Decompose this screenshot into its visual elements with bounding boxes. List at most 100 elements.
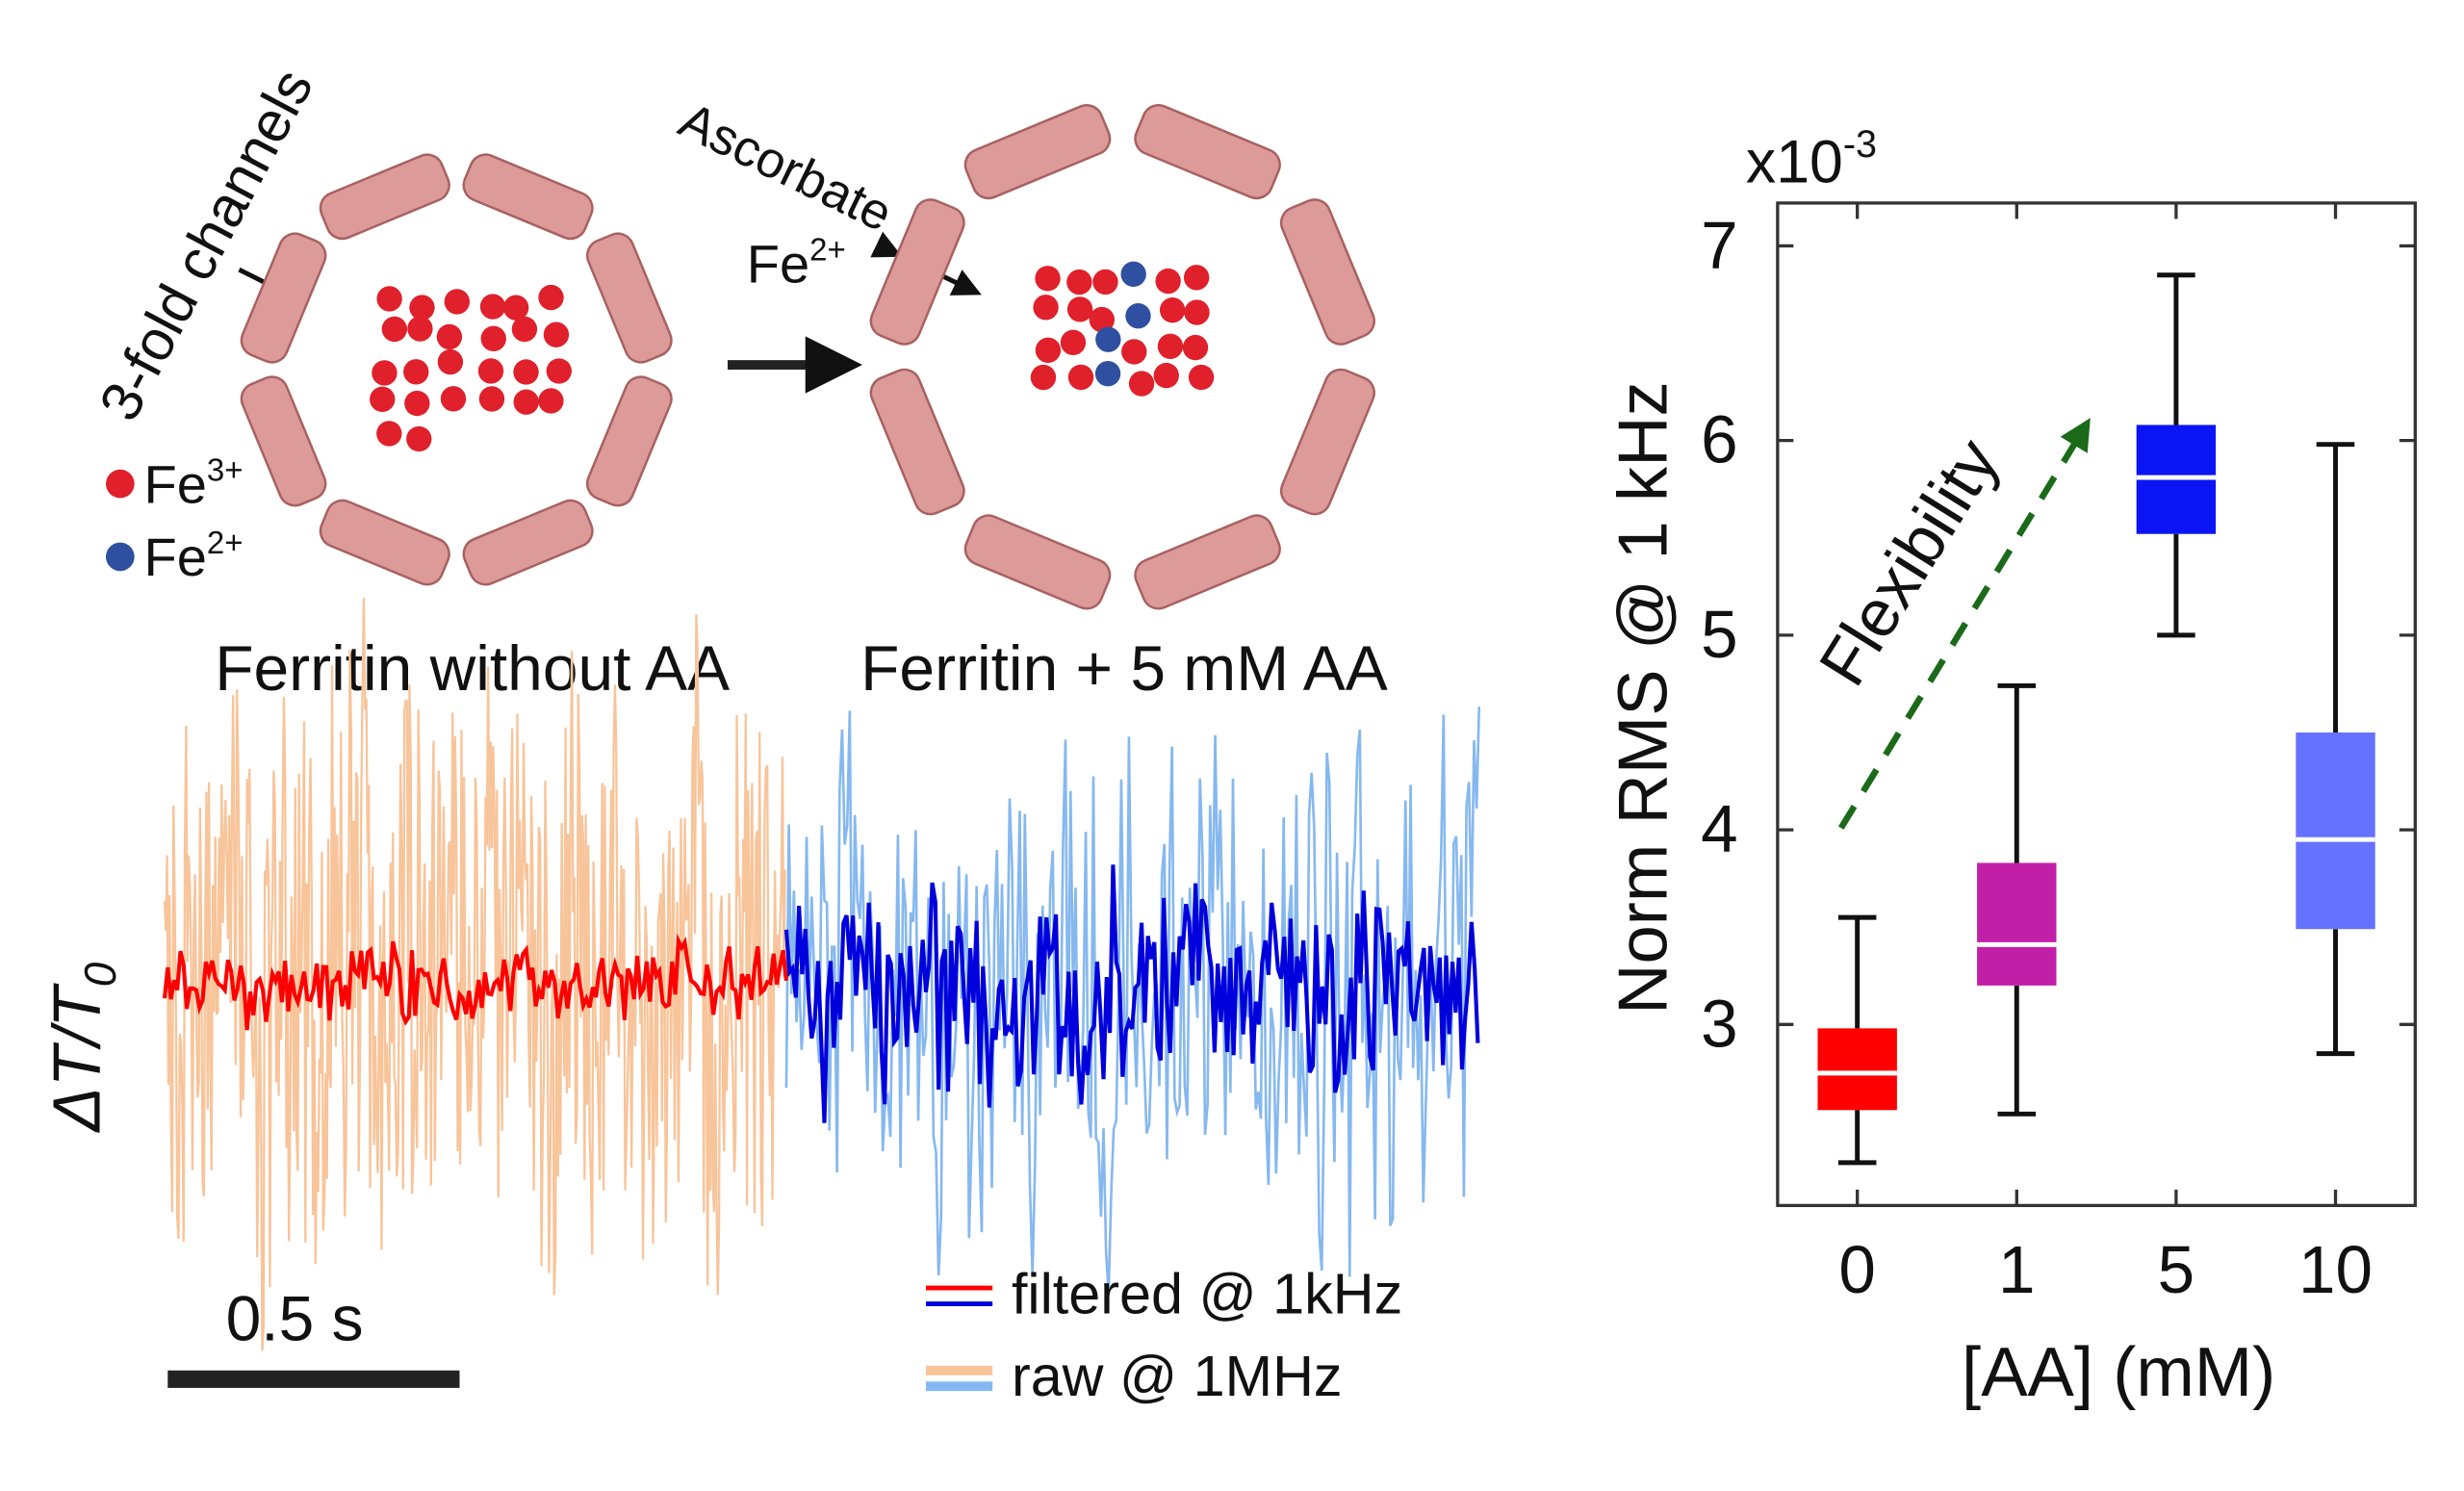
multiplier-base: x10 <box>1746 129 1843 196</box>
ion-base: Fe <box>747 233 809 294</box>
ion <box>1155 268 1181 295</box>
ion <box>1125 303 1151 329</box>
ion <box>477 358 504 384</box>
ion <box>370 386 396 412</box>
legend-marker <box>106 469 135 499</box>
trace-line <box>163 598 786 1351</box>
ion <box>478 386 505 412</box>
ion <box>1157 333 1184 359</box>
protein-subunit <box>240 375 327 507</box>
legend-label: raw @ 1MHz <box>1012 1344 1343 1408</box>
ion <box>1183 265 1210 291</box>
annotation-arrow <box>1837 418 2091 830</box>
trace-line <box>784 707 1481 1293</box>
ion <box>1188 364 1215 391</box>
ion <box>543 321 570 347</box>
plot-frame <box>1776 201 2417 1208</box>
ion <box>1128 371 1155 397</box>
protein-subunit <box>1134 514 1281 610</box>
y-tick-label: 7 <box>1701 207 1737 282</box>
x-tick-label: 1 <box>1998 1232 2036 1307</box>
ion <box>513 389 539 415</box>
axis-multiplier: x10-3 <box>1746 123 1877 195</box>
ion-charge: 2+ <box>809 231 846 267</box>
ion <box>403 359 429 385</box>
ion <box>1095 326 1121 352</box>
protein-subunit <box>585 232 673 364</box>
ion <box>409 295 435 321</box>
ion <box>376 421 402 447</box>
ion <box>1089 306 1116 333</box>
ion <box>1121 339 1147 365</box>
ion <box>1067 364 1094 391</box>
x-tick-label: 10 <box>2298 1232 2373 1307</box>
y-tick-label: 3 <box>1701 986 1737 1061</box>
ion <box>372 360 398 386</box>
trace-ylabel: ΔT/T0 <box>38 962 124 1133</box>
legend-label: Fe3+ <box>144 451 244 514</box>
ion <box>437 348 464 375</box>
ion <box>1120 261 1146 288</box>
y-tick-label: 6 <box>1701 402 1737 477</box>
protein-subunit <box>319 153 450 241</box>
ion <box>513 359 539 385</box>
ion <box>436 323 463 350</box>
x-axis-label: [AA] (mM) <box>1962 1333 2275 1411</box>
ion <box>1035 266 1061 292</box>
ion-base: Fe <box>144 527 207 587</box>
protein-subunit <box>585 375 673 507</box>
protein-subunit <box>963 104 1112 200</box>
ion <box>1153 362 1179 389</box>
ion <box>479 294 506 320</box>
box <box>1817 1028 1897 1111</box>
ion <box>1094 361 1121 387</box>
trace-line <box>162 933 788 1031</box>
subscript: 0 <box>75 962 125 987</box>
ion <box>406 425 432 452</box>
protein-subunit <box>462 499 594 586</box>
protein-subunit <box>1279 368 1375 516</box>
protein-subunit <box>963 514 1112 610</box>
ion <box>538 388 564 414</box>
ion <box>1066 269 1092 296</box>
ion <box>444 289 470 315</box>
ion <box>1182 334 1209 361</box>
ion-charge: 3+ <box>207 451 244 487</box>
ascorbate-label: Ascorbate <box>671 91 901 243</box>
ion <box>1159 296 1186 323</box>
exchange-ion: Fe2+ <box>747 231 846 294</box>
x-tick-label: 5 <box>2158 1232 2194 1307</box>
protein-subunit <box>869 368 965 516</box>
ion <box>381 316 408 343</box>
legend-label: filtered @ 1kHz <box>1012 1261 1402 1325</box>
protein-subunit <box>319 499 450 586</box>
annotation: Flexibility <box>1805 425 2014 698</box>
ion <box>404 390 430 417</box>
ion-charge: 2+ <box>207 525 244 560</box>
ion <box>376 286 402 312</box>
symbol: ΔT/T <box>38 983 114 1134</box>
ion <box>538 284 564 311</box>
legend-marker <box>106 542 135 572</box>
ion <box>1060 329 1087 355</box>
ion <box>407 316 433 342</box>
y-tick-label: 4 <box>1701 791 1737 866</box>
ion <box>1035 337 1062 364</box>
ion <box>1184 299 1210 325</box>
box <box>2296 732 2375 930</box>
trace-line <box>783 864 1480 1123</box>
x-tick-label: 0 <box>1838 1232 1875 1307</box>
ion <box>1030 364 1057 391</box>
ion <box>1033 295 1059 321</box>
box <box>1977 862 2057 986</box>
y-axis-label: Norm RMS @ 1 kHz <box>1604 381 1682 1015</box>
protein-subunit <box>462 153 594 241</box>
ion <box>480 325 506 351</box>
ion <box>511 316 538 343</box>
ion <box>1066 296 1093 322</box>
y-tick-label: 5 <box>1701 597 1737 672</box>
ion <box>502 295 529 321</box>
scale-bar <box>167 1370 460 1388</box>
ion <box>546 358 572 384</box>
